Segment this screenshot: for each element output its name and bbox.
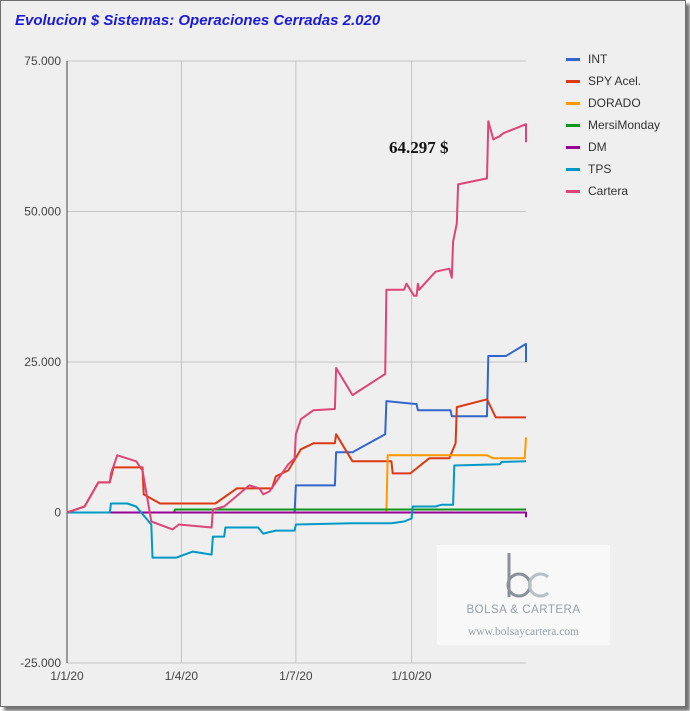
series-line-cartera (66, 120, 527, 531)
legend-swatch (566, 58, 580, 61)
legend-label: MersiMonday (588, 118, 661, 132)
legend-label: DM (588, 140, 607, 154)
x-tick-label: 1/10/20 (392, 669, 432, 683)
legend-swatch (566, 102, 580, 105)
legend-swatch (566, 80, 580, 83)
y-tick-label: 75.000 (24, 54, 61, 68)
legend-swatch (566, 190, 580, 193)
cartera-final-value-annotation: 64.297 $ (389, 138, 449, 157)
y-tick-label: 25.000 (24, 355, 61, 369)
legend-swatch (566, 168, 580, 171)
series-line-int (67, 342, 527, 514)
y-tick-label: -25.000 (20, 656, 61, 670)
series-line-dm (67, 511, 527, 518)
legend-label: SPY Acel. (588, 74, 642, 88)
watermark: BOLSA & CARTERA www.bolsaycartera.com (437, 545, 610, 645)
series-line-dorado (67, 437, 527, 514)
legend-label: TPS (588, 162, 612, 176)
x-tick-label: 1/7/20 (279, 669, 313, 683)
legend-swatch (566, 124, 580, 127)
bc-logo-icon (506, 553, 550, 598)
legend-label: INT (588, 52, 608, 66)
legend-label: DORADO (588, 96, 641, 110)
series-line-tps (67, 460, 527, 559)
watermark-brand-name: BOLSA & CARTERA (466, 604, 581, 616)
legend-label: Cartera (588, 184, 629, 198)
y-tick-label: 0 (54, 506, 61, 520)
legend-swatch (566, 146, 580, 149)
chart-title: Evolucion $ Sistemas: Operaciones Cerrad… (15, 12, 381, 29)
x-tick-label: 1/4/20 (165, 669, 199, 683)
y-tick-label: 50.000 (24, 205, 61, 219)
watermark-url: www.bolsaycartera.com (467, 626, 579, 638)
x-tick-label: 1/1/20 (50, 669, 84, 683)
